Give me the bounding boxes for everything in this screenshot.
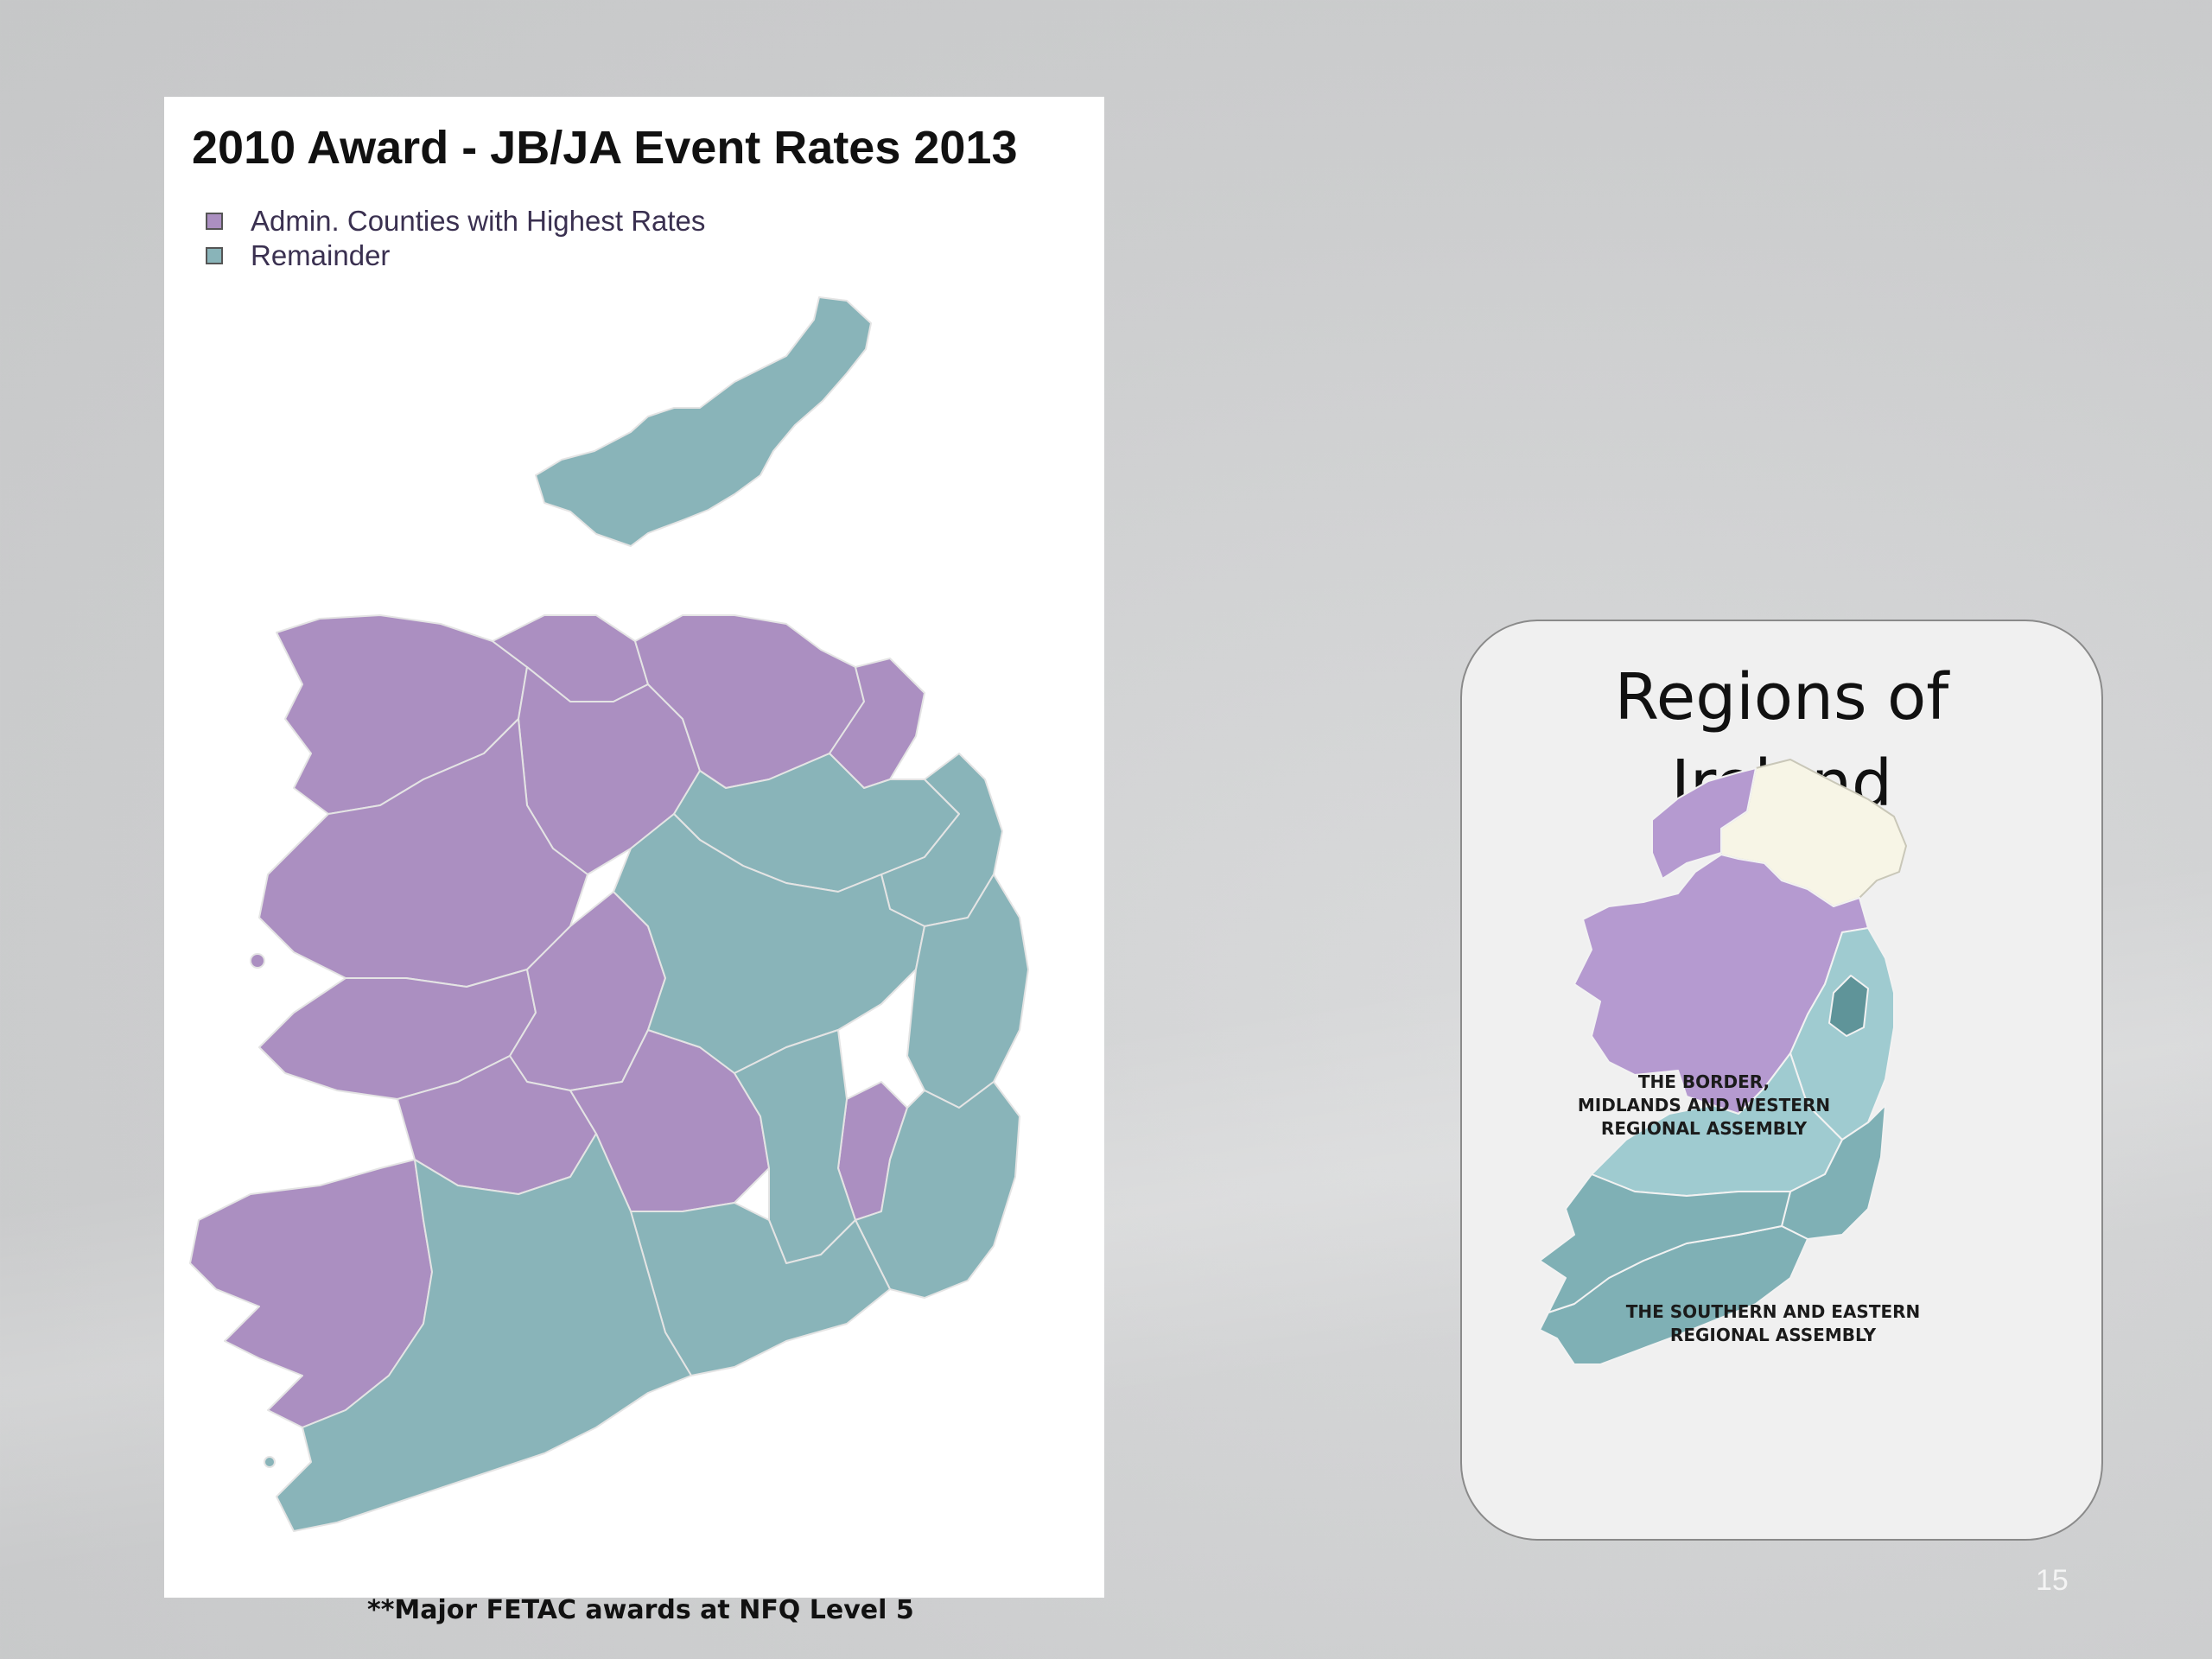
county-wexford: [855, 1081, 1020, 1299]
region-south-coast: [1539, 1173, 1791, 1313]
event-rate-map-panel: 2010 Award - JB/JA Event Rates 2013 Admi…: [164, 97, 1104, 1598]
island-aran: [250, 953, 265, 969]
regions-map: [1539, 759, 1907, 1365]
legend-label-highest: Admin. Counties with Highest Rates: [251, 205, 706, 237]
county-galway: [258, 718, 588, 988]
ireland-county-map: [189, 296, 1029, 1532]
region-bmw: [1573, 854, 1869, 1115]
legend-item-highest-rates: Admin. Counties with Highest Rates: [206, 204, 705, 238]
region-dublin: [1828, 975, 1869, 1037]
county-donegal: [535, 296, 872, 547]
bmw-label-line2: MIDLANDS AND WESTERN: [1577, 1095, 1831, 1116]
regions-title-line1: Regions of: [1614, 660, 1949, 734]
regions-of-ireland-card: Regions of Ireland THE BORDER, MIDLANDS …: [1460, 620, 2103, 1541]
county-cork: [276, 1133, 692, 1532]
county-wicklow: [906, 874, 1029, 1109]
island-valentia: [264, 1456, 276, 1468]
legend-item-remainder: Remainder: [206, 238, 390, 273]
se-region-label: THE SOUTHERN AND EASTERN REGIONAL ASSEMB…: [1600, 1300, 1946, 1347]
bmw-label-line1: THE BORDER,: [1637, 1071, 1770, 1092]
region-donegal: [1651, 767, 1757, 880]
map-title: 2010 Award - JB/JA Event Rates 2013: [192, 122, 1018, 174]
page-number: 15: [2036, 1564, 2069, 1597]
legend-label-remainder: Remainder: [251, 239, 391, 271]
legend-swatch-remainder: [206, 247, 223, 264]
bmw-region-label: THE BORDER, MIDLANDS AND WESTERN REGIONA…: [1566, 1071, 1842, 1141]
legend-swatch-highest: [206, 213, 223, 230]
bmw-label-line3: REGIONAL ASSEMBLY: [1600, 1118, 1808, 1139]
se-label-line1: THE SOUTHERN AND EASTERN: [1625, 1301, 1921, 1322]
county-offaly-laois: [613, 813, 925, 1074]
se-label-line2: REGIONAL ASSEMBLY: [1669, 1325, 1877, 1345]
footnote: **Major FETAC awards at NFQ Level 5: [367, 1595, 914, 1625]
